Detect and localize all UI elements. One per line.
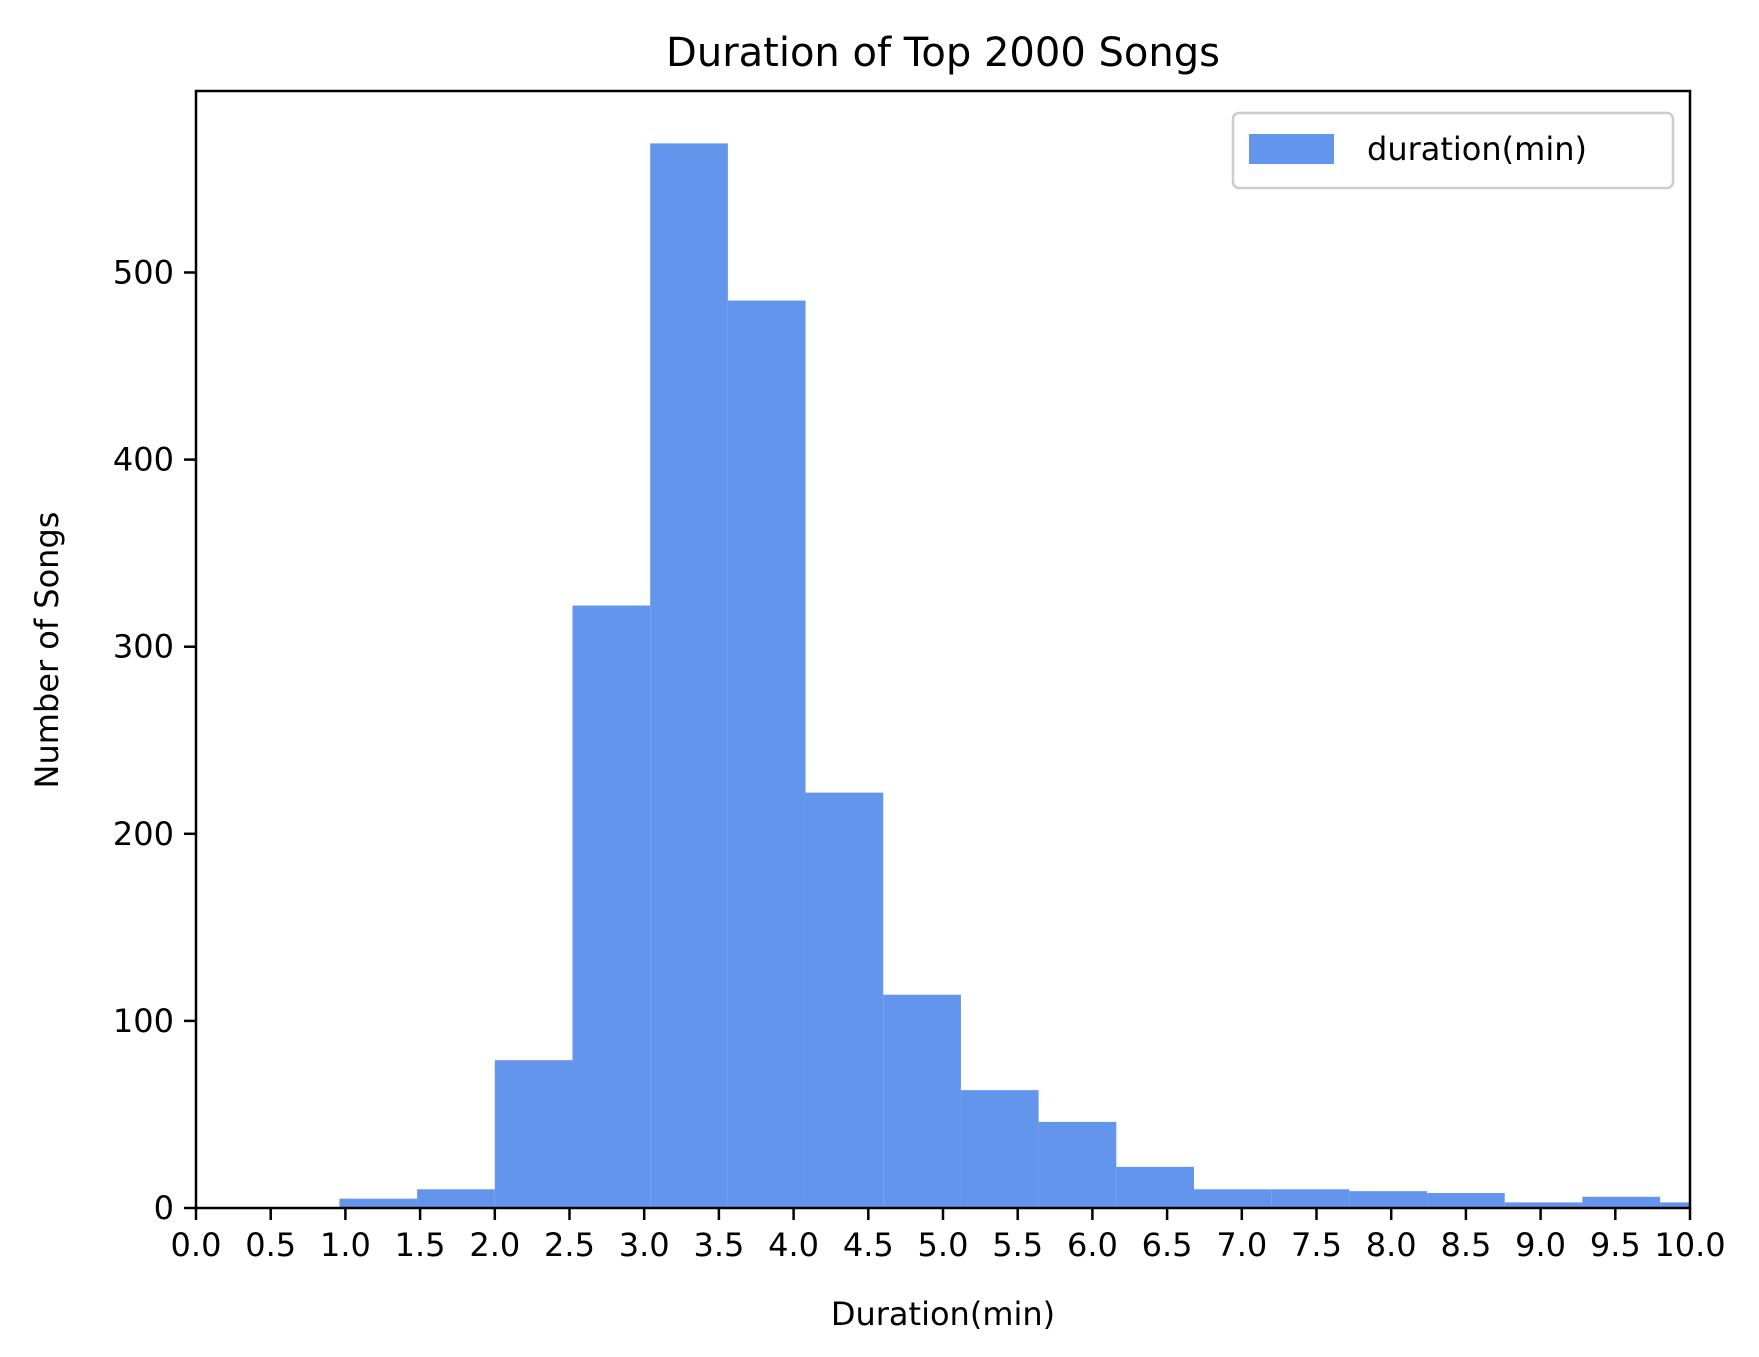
- x-tick-label: 1.5: [395, 1226, 446, 1264]
- x-tick-label: 0.0: [171, 1226, 222, 1264]
- y-tick-label: 300: [113, 628, 174, 666]
- histogram-bar-1: [417, 1189, 495, 1208]
- y-tick-label: 100: [113, 1002, 174, 1040]
- x-tick-label: 4.5: [843, 1226, 894, 1264]
- x-tick-label: 8.0: [1366, 1226, 1417, 1264]
- x-tick-label: 8.5: [1440, 1226, 1491, 1264]
- x-axis-ticks: 0.0 0.5 1.0 1.5 2.0 2.5 3.0 3.5 4.0 4.5 5.0 5.5 6.0 6…: [171, 1208, 1726, 1264]
- x-tick-label: 7.5: [1291, 1226, 1342, 1264]
- histogram-bar-13: [1349, 1191, 1428, 1208]
- x-tick-label: 6.5: [1142, 1226, 1193, 1264]
- legend: duration(min): [1231, 111, 1675, 190]
- legend-label: duration(min): [1367, 130, 1587, 168]
- x-axis-label: Duration(min): [831, 1295, 1055, 1333]
- histogram-bar-4: [650, 143, 728, 1208]
- legend-frame: [1231, 111, 1675, 190]
- histogram-bar-16: [1582, 1196, 1661, 1208]
- histogram-bar-6: [805, 792, 884, 1208]
- y-axis-label: Number of Songs: [28, 512, 66, 789]
- x-tick-label: 1.0: [320, 1226, 371, 1264]
- x-tick-label: 7.0: [1216, 1226, 1267, 1264]
- histogram-bar-9: [1038, 1121, 1117, 1208]
- bars-group: [339, 143, 1690, 1208]
- histogram-bar-3: [572, 605, 651, 1208]
- x-tick-label: 3.5: [693, 1226, 744, 1264]
- legend-swatch: [1249, 134, 1334, 164]
- x-tick-label: 9.5: [1590, 1226, 1641, 1264]
- histogram-bar-0: [339, 1198, 418, 1208]
- histogram-bar-11: [1193, 1189, 1272, 1208]
- histogram-bar-8: [960, 1090, 1039, 1208]
- histogram-bar-14: [1427, 1193, 1505, 1208]
- x-tick-label: 6.0: [1067, 1226, 1118, 1264]
- histogram-bar-15: [1504, 1202, 1583, 1208]
- x-tick-label: 0.5: [245, 1226, 296, 1264]
- x-tick-label: 5.5: [992, 1226, 1043, 1264]
- y-tick-label: 0: [154, 1189, 174, 1227]
- histogram-bar-10: [1116, 1166, 1194, 1208]
- x-tick-label: 4.0: [768, 1226, 819, 1264]
- histogram-bar-17: [1660, 1202, 1690, 1208]
- y-tick-label: 500: [113, 253, 174, 291]
- y-tick-label: 400: [113, 441, 174, 479]
- x-tick-label: 9.0: [1515, 1226, 1566, 1264]
- x-tick-label: 2.0: [469, 1226, 520, 1264]
- histogram-bar-5: [727, 300, 806, 1208]
- x-tick-label: 10.0: [1654, 1226, 1725, 1264]
- histogram-bar-7: [883, 994, 961, 1208]
- histogram-bar-12: [1271, 1189, 1350, 1208]
- y-tick-label: 200: [113, 815, 174, 853]
- y-axis-ticks: 0 100 200 300 400 500: [113, 253, 196, 1227]
- x-tick-label: 3.0: [619, 1226, 670, 1264]
- chart-title: Duration of Top 2000 Songs: [666, 30, 1220, 76]
- histogram-bar-2: [494, 1060, 573, 1208]
- x-tick-label: 2.5: [544, 1226, 595, 1264]
- x-tick-label: 5.0: [918, 1226, 969, 1264]
